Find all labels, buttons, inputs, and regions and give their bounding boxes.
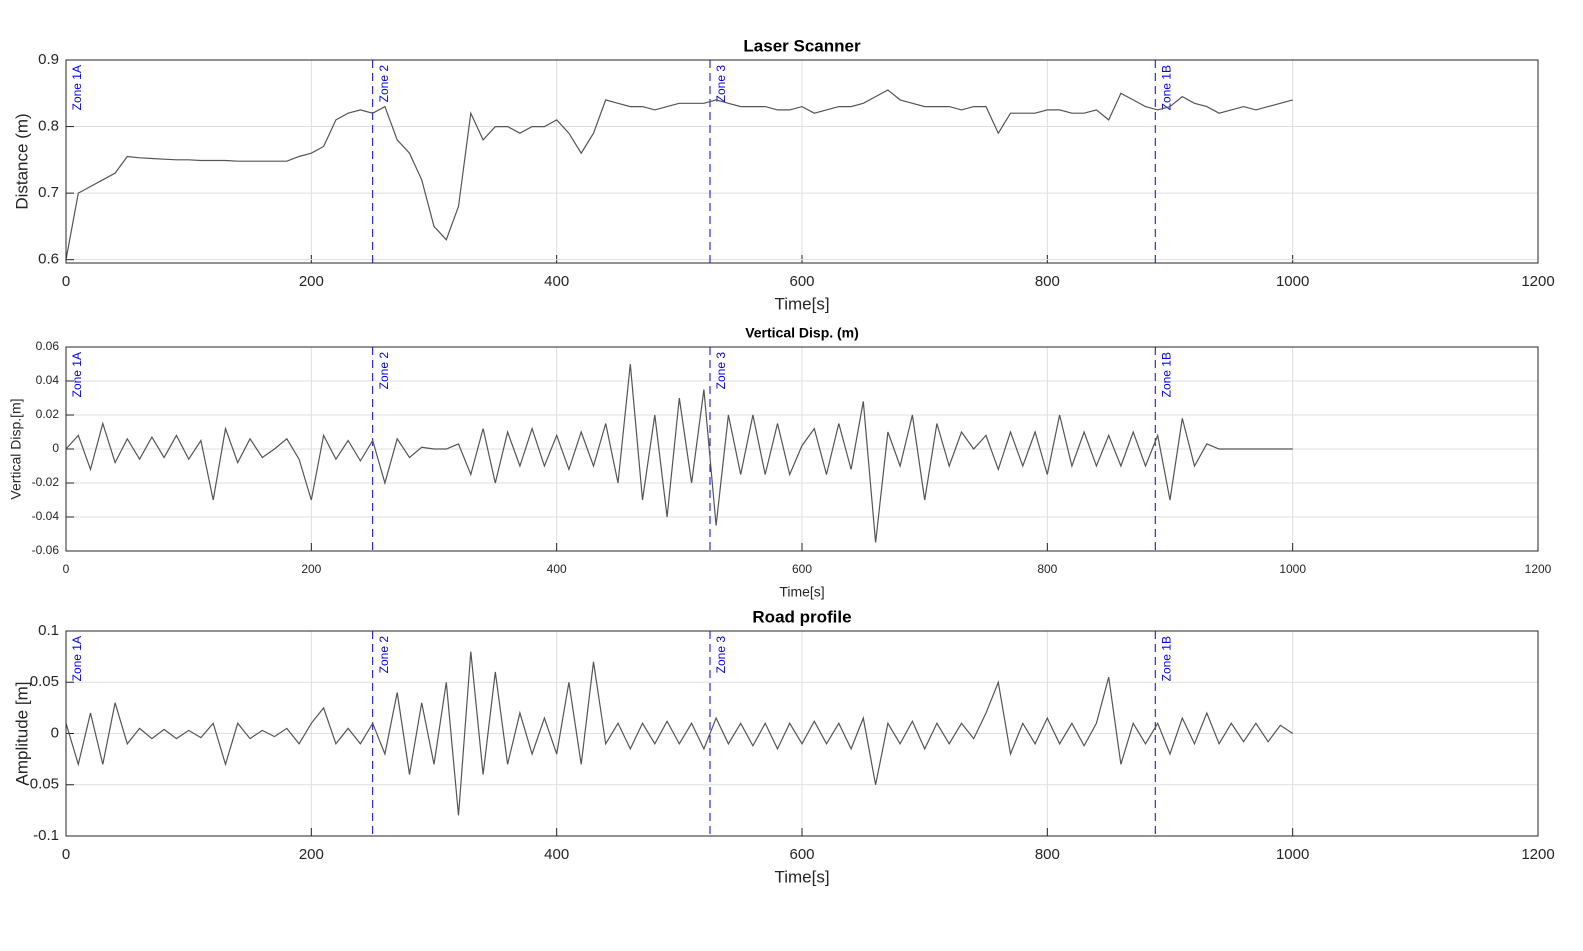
y-tick-label: -0.04 — [32, 509, 60, 523]
y-tick-label: 0.8 — [38, 118, 59, 135]
zone-label: Zone 3 — [714, 65, 728, 103]
x-axis-label: Time[s] — [779, 584, 824, 600]
x-tick-label: 200 — [299, 273, 324, 290]
y-axis-label: Distance (m) — [12, 113, 31, 209]
x-tick-label: 200 — [301, 562, 321, 576]
x-tick-label: 800 — [1035, 846, 1060, 863]
y-tick-label: -0.06 — [32, 543, 60, 557]
axes-box — [65, 346, 1539, 552]
data-line — [65, 651, 1294, 816]
axes-box — [65, 59, 1539, 264]
x-tick-label: 400 — [544, 846, 569, 863]
x-tick-label: 1200 — [1521, 273, 1554, 290]
x-tick-label: 800 — [1037, 562, 1057, 576]
y-tick-label: -0.02 — [32, 475, 60, 489]
x-tick-label: 800 — [1035, 273, 1060, 290]
chart-title: Laser Scanner — [743, 36, 861, 55]
x-tick-label: 1200 — [1521, 846, 1554, 863]
x-tick-label: 200 — [299, 846, 324, 863]
x-tick-label: 0 — [62, 273, 70, 290]
zone-label: Zone 1B — [1159, 65, 1173, 110]
y-tick-label: 0 — [51, 724, 59, 741]
axes-box — [65, 630, 1539, 837]
zone-label: Zone 1A — [70, 65, 84, 110]
x-tick-label: 0 — [63, 562, 70, 576]
x-tick-label: 1200 — [1525, 562, 1552, 576]
zone-label: Zone 2 — [377, 636, 391, 674]
y-tick-label: 0 — [52, 441, 59, 455]
y-tick-label: -0.1 — [33, 827, 59, 844]
x-tick-label: 400 — [547, 562, 567, 576]
chart-title: Road profile — [752, 607, 851, 626]
y-tick-label: -0.05 — [25, 776, 59, 793]
data-line — [65, 363, 1293, 543]
zone-label: Zone 1B — [1159, 636, 1173, 681]
x-tick-label: 400 — [544, 273, 569, 290]
y-tick-label: 0.1 — [38, 622, 59, 639]
x-tick-label: 600 — [792, 562, 812, 576]
y-tick-label: 0.02 — [36, 407, 60, 421]
x-tick-label: 0 — [62, 846, 70, 863]
chart-title: Vertical Disp. (m) — [745, 325, 859, 341]
zone-label: Zone 3 — [714, 636, 728, 674]
x-tick-label: 1000 — [1279, 562, 1306, 576]
data-line — [65, 89, 1293, 260]
y-tick-label: 0.05 — [30, 673, 59, 690]
y-axis-label: Amplitude [m] — [12, 682, 31, 786]
x-tick-label: 1000 — [1276, 273, 1309, 290]
y-tick-label: 0.06 — [36, 339, 60, 353]
x-tick-label: 600 — [789, 273, 814, 290]
zone-label: Zone 3 — [714, 352, 728, 390]
zone-label: Zone 1A — [70, 636, 84, 681]
x-axis-label: Time[s] — [774, 867, 829, 886]
y-tick-label: 0.6 — [38, 251, 59, 268]
zone-label: Zone 1B — [1159, 352, 1173, 397]
zone-label: Zone 1A — [70, 352, 84, 397]
x-axis-label: Time[s] — [774, 294, 829, 313]
zone-label: Zone 2 — [377, 352, 391, 390]
zone-label: Zone 2 — [377, 65, 391, 103]
y-tick-label: 0.7 — [38, 184, 59, 201]
x-tick-label: 1000 — [1276, 846, 1309, 863]
y-axis-label: Vertical Disp.[m] — [8, 398, 24, 499]
y-tick-label: 0.04 — [36, 373, 60, 387]
y-tick-label: 0.9 — [38, 51, 59, 68]
x-tick-label: 600 — [789, 846, 814, 863]
